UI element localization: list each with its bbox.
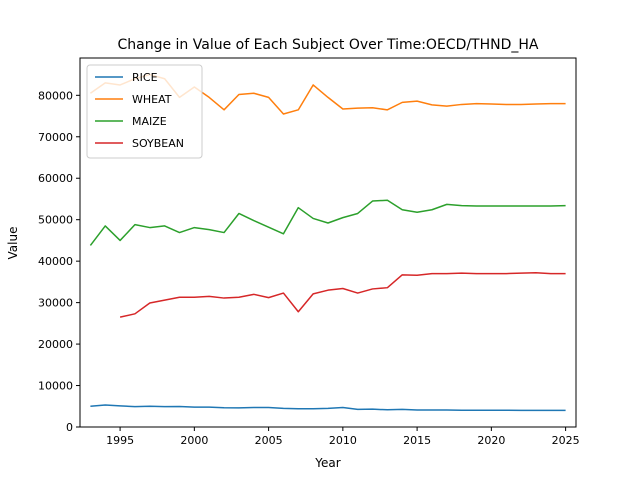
- y-tick-label: 80000: [38, 89, 73, 102]
- x-tick-label: 2010: [329, 434, 357, 447]
- y-tick-label: 10000: [38, 380, 73, 393]
- y-tick-label: 50000: [38, 214, 73, 227]
- x-axis: 1995 2000 2005 2010 2015 2020 2025: [106, 427, 580, 447]
- legend-label: RICE: [132, 71, 158, 84]
- plot-frame: [79, 57, 577, 428]
- legend-label: SOYBEAN: [132, 137, 184, 150]
- y-axis: 0 10000 20000 30000 40000 50000 60000 70000 8000…: [38, 89, 80, 434]
- x-axis-label: Year: [314, 456, 340, 470]
- y-tick-label: 60000: [38, 172, 73, 185]
- y-tick-label: 40000: [38, 255, 73, 268]
- y-axis-label: Value: [6, 227, 20, 260]
- legend-box: [86, 64, 203, 159]
- x-tick-label: 2020: [477, 434, 505, 447]
- y-tick-label: 0: [66, 421, 73, 434]
- series-line-soybean: [119, 272, 566, 318]
- y-tick-label: 70000: [38, 131, 73, 144]
- chart-title: Change in Value of Each Subject Over Tim…: [117, 37, 538, 53]
- legend-label: MAIZE: [132, 115, 167, 128]
- y-tick-label: 20000: [38, 338, 73, 351]
- legend-label: WHEAT: [132, 93, 172, 106]
- x-tick-label: 2015: [403, 434, 431, 447]
- series-line-maize: [89, 199, 566, 246]
- series-line-rice: [90, 404, 566, 412]
- legend: RICE WHEAT MAIZE SOYBEAN: [86, 64, 203, 159]
- x-tick-label: 2005: [255, 434, 283, 447]
- x-tick-label: 1995: [106, 434, 134, 447]
- x-tick-label: 2025: [552, 434, 580, 447]
- y-tick-label: 30000: [38, 297, 73, 310]
- x-tick-label: 2000: [180, 434, 208, 447]
